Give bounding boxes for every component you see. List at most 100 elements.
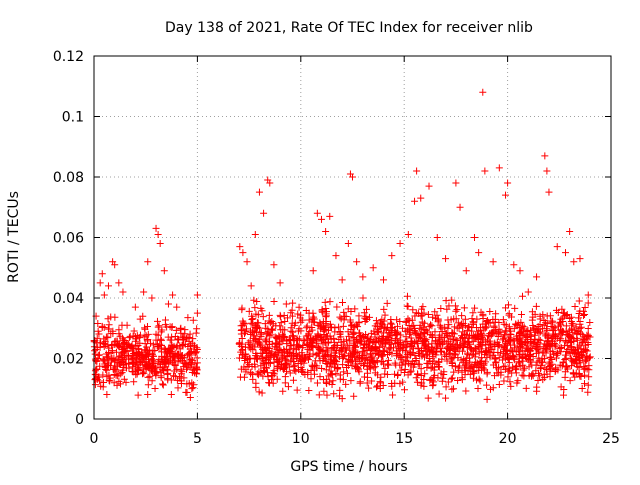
data-point	[129, 360, 137, 368]
data-point	[576, 372, 584, 380]
data-point	[545, 360, 553, 368]
data-point	[249, 346, 257, 354]
data-point	[345, 332, 353, 340]
data-point	[360, 309, 368, 317]
data-point	[428, 340, 436, 348]
data-point	[495, 354, 503, 362]
data-point	[471, 234, 479, 241]
data-point	[144, 373, 152, 381]
data-point	[169, 359, 177, 367]
data-point	[435, 390, 443, 398]
data-point	[355, 312, 363, 320]
data-point	[173, 342, 181, 350]
data-point	[534, 325, 542, 333]
data-point	[265, 331, 273, 339]
data-point	[186, 330, 194, 338]
data-point	[351, 305, 359, 313]
data-point	[286, 369, 294, 377]
data-point	[562, 249, 570, 257]
data-point	[355, 368, 363, 376]
data-point	[177, 366, 185, 374]
data-point	[449, 330, 457, 338]
data-point	[280, 332, 288, 340]
data-point	[350, 392, 358, 400]
data-point	[443, 331, 451, 339]
data-point	[490, 348, 498, 356]
data-point	[313, 364, 321, 372]
data-point	[523, 328, 531, 336]
data-point	[276, 279, 284, 287]
x-tick-label: 10	[292, 431, 310, 447]
data-point	[157, 328, 165, 336]
data-point	[561, 351, 569, 359]
data-point	[368, 346, 376, 354]
data-point	[466, 370, 474, 378]
data-point	[241, 356, 249, 364]
data-point	[116, 380, 124, 388]
data-point	[94, 327, 102, 335]
data-point	[287, 327, 295, 335]
data-point	[237, 365, 245, 373]
data-point	[238, 335, 246, 343]
data-point	[426, 376, 434, 384]
data-point	[279, 387, 287, 395]
data-point	[463, 331, 471, 339]
data-point	[355, 337, 363, 345]
data-point	[562, 363, 570, 371]
data-point	[129, 332, 137, 340]
data-point	[460, 337, 468, 345]
data-point	[116, 332, 124, 340]
data-point	[321, 298, 329, 306]
data-point	[425, 354, 433, 362]
data-point	[321, 352, 329, 360]
data-point	[237, 342, 245, 350]
data-point	[336, 329, 344, 337]
data-point	[466, 364, 474, 372]
data-point	[415, 334, 423, 342]
data-point	[456, 203, 464, 211]
data-point	[387, 316, 395, 324]
data-point	[411, 351, 419, 359]
data-point	[349, 173, 356, 181]
data-point	[345, 344, 353, 352]
data-point	[153, 342, 161, 350]
data-point	[283, 353, 291, 361]
data-point	[265, 311, 273, 319]
data-point	[336, 313, 344, 321]
data-point	[100, 291, 108, 299]
data-point	[557, 321, 565, 329]
data-point	[434, 340, 442, 348]
data-point	[187, 355, 195, 363]
data-point	[550, 324, 558, 332]
x-axis-label: GPS time / hours	[290, 459, 407, 475]
data-point	[291, 361, 299, 369]
data-point	[533, 273, 541, 281]
data-point	[545, 188, 553, 196]
data-point	[260, 364, 268, 372]
data-point	[544, 334, 552, 342]
data-point	[391, 370, 399, 378]
data-point	[247, 330, 255, 338]
data-point	[581, 380, 589, 388]
data-point	[151, 368, 159, 376]
data-point	[373, 383, 381, 391]
data-point	[190, 366, 198, 374]
data-point	[475, 249, 483, 257]
data-point	[501, 330, 509, 338]
data-point	[378, 320, 386, 328]
data-point	[575, 297, 583, 305]
data-point	[166, 345, 174, 353]
data-point	[541, 374, 549, 382]
data-point	[377, 358, 385, 366]
grid-lines	[94, 56, 611, 419]
data-point	[349, 348, 357, 356]
data-point	[522, 384, 530, 392]
data-point	[451, 346, 459, 354]
data-point	[292, 367, 300, 375]
data-point	[178, 368, 186, 376]
data-point	[152, 330, 160, 338]
data-point	[326, 212, 334, 220]
data-point	[170, 367, 178, 375]
data-point	[167, 376, 175, 384]
